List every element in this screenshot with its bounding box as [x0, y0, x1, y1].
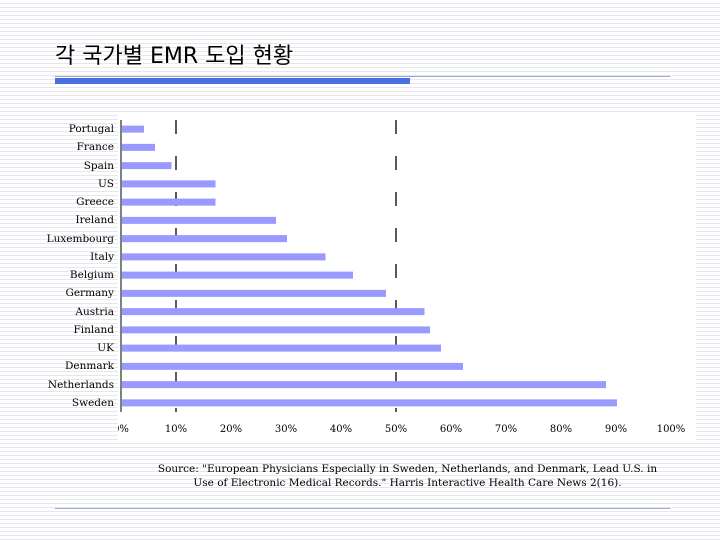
bar-uk [122, 344, 441, 352]
title-divider [55, 76, 670, 77]
bar-portugal [122, 125, 144, 133]
category-label-austria: Austria [75, 305, 114, 318]
category-label-us: US [97, 177, 114, 190]
category-label-finland: Finland [73, 323, 114, 336]
x-tick-label: 0% [118, 424, 129, 435]
category-label-italy: Italy [90, 250, 114, 263]
bottom-divider [55, 508, 670, 509]
bar-greece [122, 198, 216, 206]
x-tick-label: 80% [550, 424, 572, 435]
category-label-sweden: Sweden [71, 396, 114, 409]
bar-chart: 0% 10% 20% 30% 40% 50% 60% 70% 80% 90% 100% [118, 120, 686, 435]
bar-finland [122, 326, 430, 334]
category-label-portugal: Portugal [68, 123, 114, 136]
bar-ireland [122, 216, 276, 224]
bar-italy [122, 253, 326, 261]
category-label-belgium: Belgium [69, 269, 114, 282]
category-label-spain: Spain [83, 159, 114, 172]
bar-spain [122, 162, 172, 170]
source-citation: Source: "European Physicians Especially … [135, 462, 680, 490]
x-tick-label: 20% [220, 424, 242, 435]
category-label-netherlands: Netherlands [47, 378, 114, 391]
source-line-2: Use of Electronic Medical Records." Harr… [193, 477, 622, 489]
category-label-france: France [76, 141, 114, 154]
bar-austria [122, 308, 425, 316]
x-tick-label: 10% [165, 424, 187, 435]
x-tick-label: 60% [440, 424, 462, 435]
x-tick-label: 50% [385, 424, 407, 435]
x-tick-label: 70% [495, 424, 517, 435]
category-label-ireland: Ireland [75, 214, 114, 227]
bar-sweden [122, 399, 617, 407]
bar-denmark [122, 362, 463, 370]
x-tick-label: 30% [275, 424, 297, 435]
bar-us [122, 180, 216, 188]
x-tick-label: 40% [330, 424, 352, 435]
category-label-greece: Greece [76, 196, 114, 209]
bar-germany [122, 289, 386, 297]
bar-france [122, 143, 155, 151]
x-tick-label: 90% [605, 424, 627, 435]
title-accent-bar [55, 78, 410, 84]
category-label-denmark: Denmark [65, 360, 114, 373]
category-label-uk: UK [97, 342, 114, 355]
x-tick-label: 100% [657, 424, 686, 435]
category-label-germany: Germany [65, 287, 114, 300]
source-line-1: Source: "European Physicians Especially … [157, 463, 658, 475]
bar-netherlands [122, 381, 606, 389]
category-label-luxembourg: Luxembourg [46, 232, 114, 245]
chart-panel: 0% 10% 20% 30% 40% 50% 60% 70% 80% 90% 100% [118, 115, 696, 443]
bar-luxembourg [122, 235, 287, 243]
slide-title: 각 국가별 EMR 도입 현황 [55, 44, 294, 69]
bar-belgium [122, 271, 353, 279]
